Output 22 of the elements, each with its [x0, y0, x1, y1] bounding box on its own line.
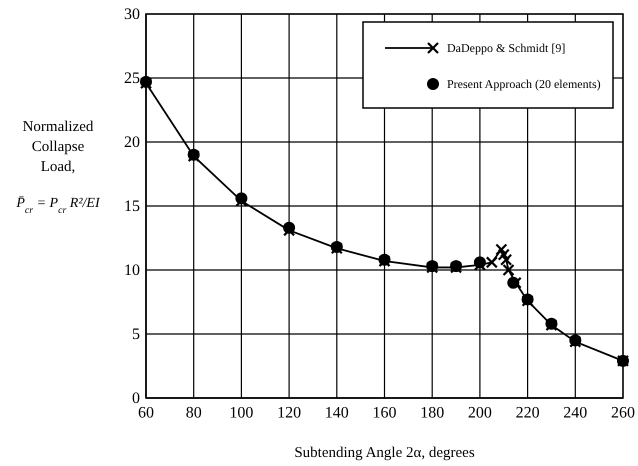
y-tick-label: 15 — [124, 198, 140, 216]
x-tick-label: 260 — [611, 404, 635, 422]
y-tick-label: 5 — [132, 326, 140, 344]
y-tick-label: 0 — [132, 390, 140, 408]
y-tick-label: 10 — [124, 262, 140, 280]
x-tick-label: 120 — [277, 404, 302, 422]
x-tick-label: 240 — [563, 404, 588, 422]
x-tick-label: 160 — [372, 404, 396, 422]
y-tick-label: 20 — [124, 134, 140, 152]
x-tick-label: 180 — [420, 404, 444, 422]
x-axis-title: Subtending Angle 2α, degrees — [294, 445, 475, 461]
x-tick-label: 220 — [516, 404, 540, 422]
y-tick-label: 30 — [124, 6, 140, 24]
text: Normalized Collapse Load, P̄$_{cr}$ = P$_{cr}$ R²/EI — [16, 119, 100, 216]
x-tick-label: 80 — [186, 404, 202, 422]
legend-label: Present Approach (20 elements) — [447, 77, 601, 91]
x-tick-label: 60 — [138, 404, 154, 422]
x-tick-label: 140 — [324, 404, 349, 422]
y-tick-label: 25 — [124, 70, 140, 88]
legend-label: DaDeppo & Schmidt [9] — [447, 41, 566, 55]
x-tick-label: 100 — [229, 404, 254, 422]
x-tick-label: 200 — [468, 404, 492, 422]
